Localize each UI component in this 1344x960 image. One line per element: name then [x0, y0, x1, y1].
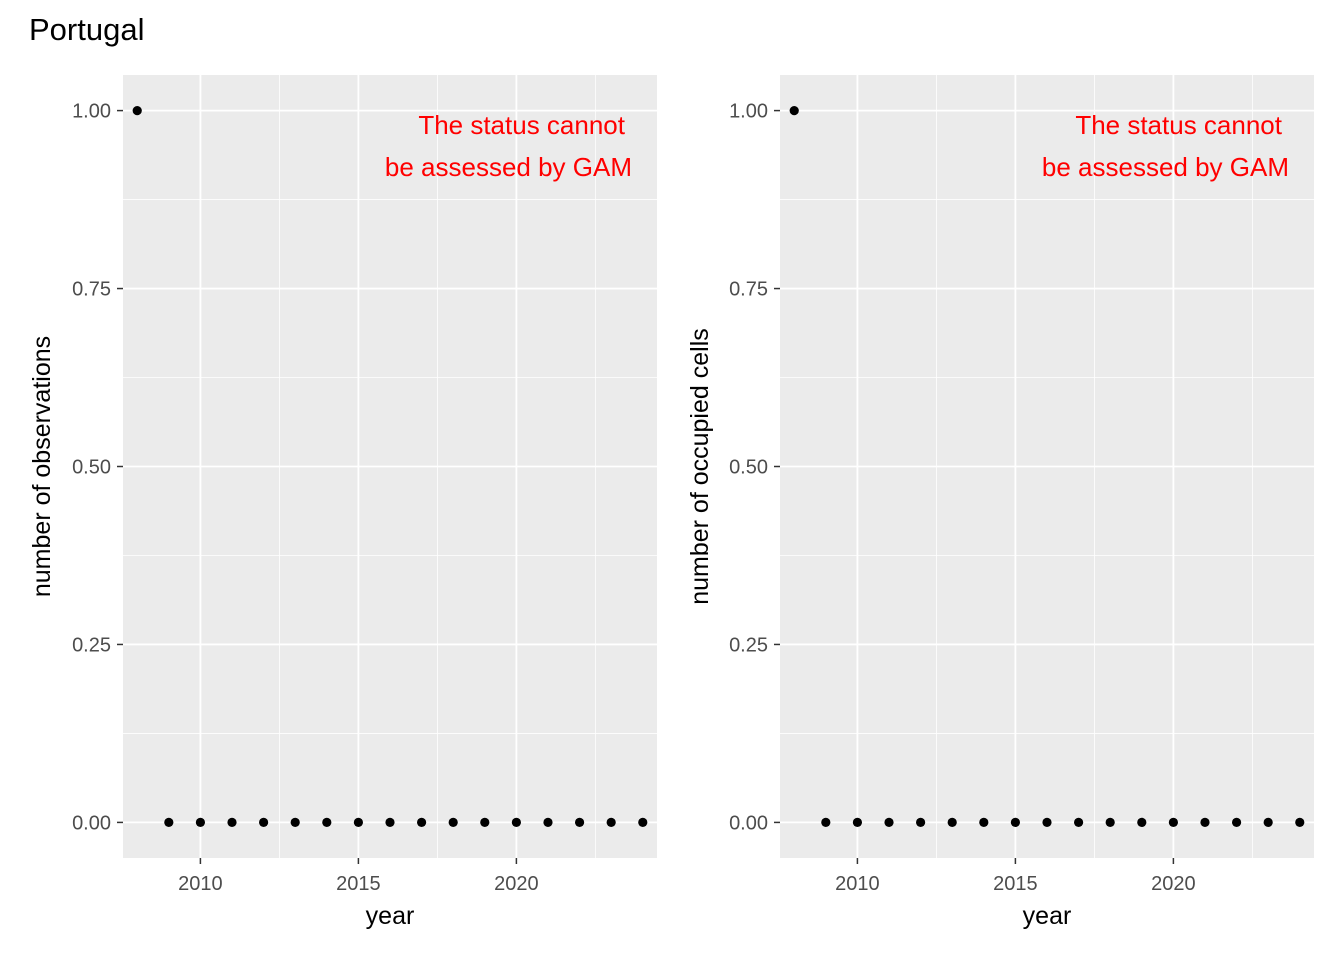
annotation-line: be assessed by GAM [385, 152, 632, 182]
data-point [1168, 817, 1178, 828]
data-point [1200, 817, 1210, 828]
data-point [821, 817, 831, 828]
y-tick-label: 0.50 [72, 457, 111, 479]
data-point [947, 817, 957, 828]
data-point [1042, 817, 1052, 828]
x-axis-title: year [1023, 902, 1072, 930]
data-point [511, 817, 521, 828]
data-point [385, 817, 395, 828]
data-point [132, 105, 142, 116]
y-tick-label: 0.25 [72, 634, 111, 656]
y-tick-label: 0.50 [729, 457, 768, 479]
data-point [1263, 817, 1273, 828]
panel-observations: 0.00 0.25 0.50 0.75 1.00 2010 2015 2020 year numb… [28, 75, 657, 930]
y-tick-label: 0.25 [729, 634, 768, 656]
data-point [353, 817, 364, 828]
x-tick-label: 2020 [1151, 873, 1196, 895]
figure-title: Portugal [29, 12, 144, 47]
annotation-line: be assessed by GAM [1042, 152, 1289, 182]
x-tick-label: 2010 [178, 873, 223, 895]
y-tick-label: 0.00 [72, 812, 111, 834]
data-point [916, 817, 926, 828]
data-point [1295, 817, 1305, 828]
x-tick-label: 2010 [835, 873, 880, 895]
data-point [789, 105, 799, 116]
y-tick-label: 0.75 [72, 279, 111, 301]
data-point [164, 817, 174, 828]
data-point [1137, 817, 1147, 828]
data-point [227, 817, 237, 828]
data-point [543, 817, 553, 828]
y-tick-label: 1.00 [729, 101, 768, 123]
y-tick-label: 1.00 [72, 101, 111, 123]
y-tick-label: 0.00 [729, 812, 768, 834]
data-point [979, 817, 989, 828]
panel-occupied-cells: 0.00 0.25 0.50 0.75 1.00 2010 2015 2020 year numb… [686, 75, 1314, 930]
data-point [606, 817, 616, 828]
data-point [852, 817, 863, 828]
x-tick-label: 2015 [336, 873, 381, 895]
data-point [1010, 817, 1021, 828]
data-point [259, 817, 269, 828]
data-point [290, 817, 300, 828]
data-point [638, 817, 648, 828]
data-point [1231, 817, 1242, 828]
data-point [416, 817, 427, 828]
x-axis-title: year [366, 902, 415, 930]
annotation-line: The status cannot [418, 110, 625, 140]
x-tick-label: 2015 [993, 873, 1038, 895]
data-point [448, 817, 458, 828]
data-point [574, 817, 585, 828]
data-point [884, 817, 894, 828]
y-axis-title: number of observations [28, 336, 56, 597]
annotation-line: The status cannot [1075, 110, 1282, 140]
data-point [322, 817, 332, 828]
data-point [480, 817, 490, 828]
x-tick-label: 2020 [494, 873, 539, 895]
data-point [195, 817, 206, 828]
data-point [1073, 817, 1084, 828]
data-point [1105, 817, 1115, 828]
y-axis-title: number of occupied cells [686, 328, 714, 605]
y-tick-label: 0.75 [729, 279, 768, 301]
